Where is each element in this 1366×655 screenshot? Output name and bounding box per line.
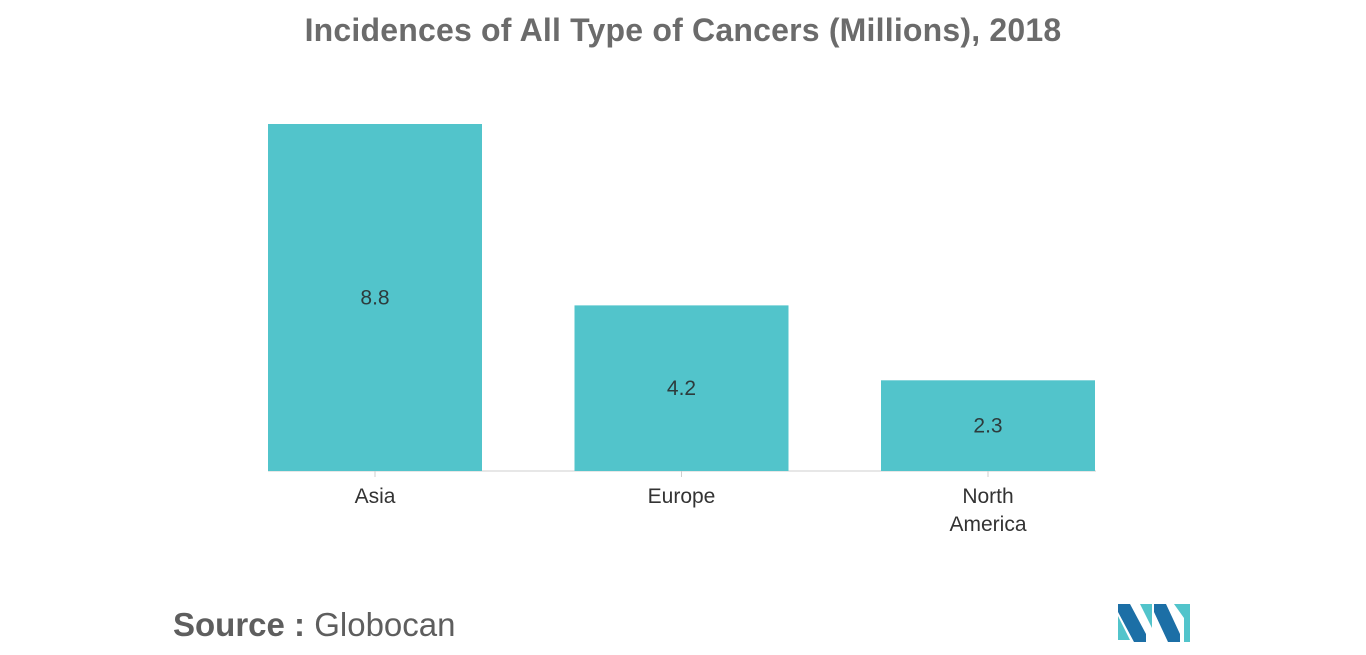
- source-value: Globocan: [314, 606, 456, 643]
- data-label: 4.2: [667, 377, 696, 400]
- chart-title: Incidences of All Type of Cancers (Milli…: [304, 12, 1062, 48]
- x-tick-label: Europe: [648, 485, 716, 508]
- data-label: 8.8: [360, 287, 389, 310]
- data-label: 2.3: [973, 415, 1002, 438]
- x-tick-label: Asia: [355, 485, 396, 508]
- bar-north-america: [881, 380, 1095, 471]
- bar-europe: [574, 305, 789, 471]
- x-tick-label: North America: [949, 485, 1026, 536]
- bar-chart: 8.8 Asia 4.2 Europe 2.3 North America: [268, 124, 1096, 536]
- mordor-logo-icon: [1118, 604, 1190, 642]
- source-label: Source :: [173, 606, 306, 643]
- source-note: Source : Globocan: [173, 606, 455, 644]
- bar-asia: [268, 124, 482, 471]
